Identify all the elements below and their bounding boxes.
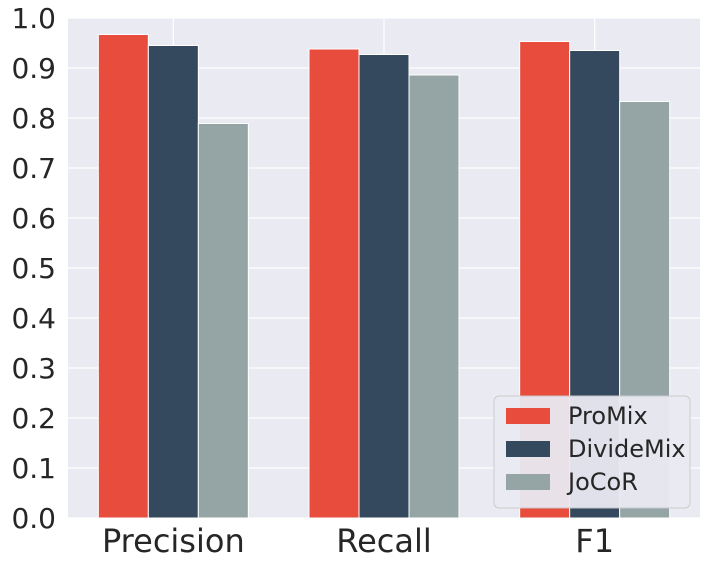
bar-jocor-precision — [197, 123, 249, 519]
legend-swatch-promix — [506, 408, 550, 424]
legend-swatch-dividemix — [506, 441, 550, 457]
y-tick-label: 0.1 — [11, 452, 56, 485]
x-tick-label: Recall — [336, 522, 431, 560]
bar-promix-precision — [97, 34, 149, 519]
y-tick-label: 0.6 — [11, 202, 56, 235]
bar-dividemix-precision — [147, 45, 199, 519]
bar-dividemix-recall — [358, 54, 410, 519]
y-tick-label: 0.3 — [11, 352, 56, 385]
bar-promix-recall — [308, 48, 360, 519]
legend: ProMix DivideMix JoCoR — [493, 395, 691, 509]
bar-jocor-recall — [408, 74, 460, 519]
legend-label-jocor: JoCoR — [566, 468, 638, 496]
y-tick-label: 1.0 — [11, 2, 56, 35]
x-tick-label: F1 — [575, 522, 614, 560]
y-tick-label: 0.2 — [11, 402, 56, 435]
y-tick-label: 0.7 — [11, 152, 56, 185]
legend-label-dividemix: DivideMix — [568, 435, 686, 463]
x-axis-ticks: Precision Recall F1 — [102, 522, 614, 560]
y-tick-label: 0.5 — [11, 252, 56, 285]
legend-swatch-jocor — [506, 474, 550, 490]
y-axis-ticks: 0.0 0.1 0.2 0.3 0.4 0.5 0.6 0.7 0.8 0.9 1.0 — [11, 2, 56, 535]
y-tick-label: 0.4 — [11, 302, 56, 335]
y-tick-label: 0.0 — [11, 502, 56, 535]
y-tick-label: 0.8 — [11, 102, 56, 135]
legend-label-promix: ProMix — [568, 402, 648, 430]
x-tick-label: Precision — [102, 522, 245, 560]
y-tick-label: 0.9 — [11, 52, 56, 85]
